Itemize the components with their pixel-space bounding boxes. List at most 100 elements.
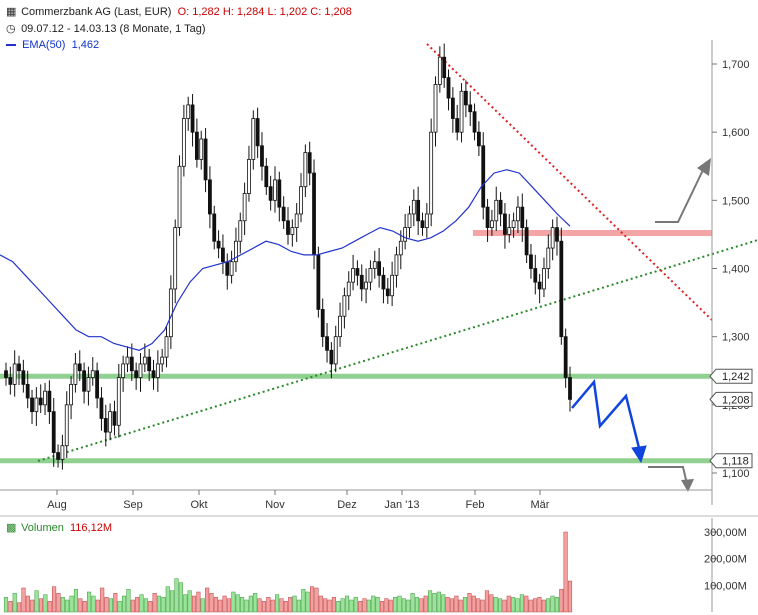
candle-body xyxy=(125,356,130,365)
volume-bar xyxy=(17,602,22,613)
volume-bar xyxy=(436,591,441,613)
volume-bar xyxy=(100,587,105,613)
candle-body xyxy=(194,131,199,160)
candle-body xyxy=(73,363,78,385)
candle-body xyxy=(112,411,117,426)
volume-bar xyxy=(554,597,559,613)
volume-bar xyxy=(384,598,389,613)
volume-bar xyxy=(309,586,315,613)
candle-body xyxy=(216,240,221,249)
volume-bar xyxy=(174,578,179,613)
x-tick-label: Feb xyxy=(466,499,485,511)
volume-bar xyxy=(511,597,516,613)
volume-bar xyxy=(130,599,135,613)
volume-bar xyxy=(248,595,253,613)
candle-body xyxy=(299,186,303,215)
candle-body xyxy=(86,377,91,392)
volume-bar xyxy=(502,599,507,613)
candle-body xyxy=(516,206,520,222)
volume-bar xyxy=(471,595,476,613)
x-axis: Aug Sep Okt Nov Dez Jan '13 Feb Mär xyxy=(0,489,712,511)
candle-body xyxy=(555,227,559,242)
candle-body xyxy=(325,336,329,351)
candle-body xyxy=(247,159,251,194)
volume-bar xyxy=(445,597,450,613)
candle-body xyxy=(177,165,182,228)
volume-bar xyxy=(401,598,406,613)
volume-bar xyxy=(261,601,267,613)
volume-bar xyxy=(218,599,223,613)
price-tick-label: 1,700 xyxy=(722,59,750,71)
volume-bar xyxy=(222,595,227,613)
volume-bar xyxy=(65,599,70,613)
volume-value: 116,12M xyxy=(70,522,112,534)
ohlc-values: O: 1,282 H: 1,284 L: 1,202 C: 1,208 xyxy=(177,6,352,18)
candle-body xyxy=(529,254,533,269)
x-tick-label: Jan '13 xyxy=(384,499,419,511)
candle-body xyxy=(8,377,13,385)
volume-bar xyxy=(366,599,371,613)
volume-bar xyxy=(235,594,240,613)
price-tick-label: 1,400 xyxy=(722,264,750,276)
volume-bar xyxy=(8,601,13,613)
volume-bar xyxy=(362,598,367,613)
volume-bar xyxy=(550,595,555,613)
volume-bar xyxy=(205,587,210,613)
volume-bar xyxy=(467,593,472,613)
volume-bar xyxy=(82,601,87,613)
price-label-box xyxy=(709,453,753,469)
volume-bar xyxy=(152,593,157,613)
volume-bar xyxy=(78,598,83,613)
candle-body xyxy=(103,418,108,433)
volume-bar xyxy=(266,597,271,613)
ema-value: 1,462 xyxy=(71,39,100,51)
candle-body xyxy=(34,397,39,413)
candle-body xyxy=(294,213,299,228)
volume-bar xyxy=(69,595,74,613)
clock-icon: ◷ xyxy=(6,23,16,35)
volume-bar xyxy=(349,599,354,613)
candle-body xyxy=(4,370,8,378)
volume-bar xyxy=(428,590,433,613)
candle-body xyxy=(455,118,460,133)
candle-body xyxy=(303,152,308,188)
candle-body xyxy=(398,240,403,256)
price-label-text: 1,242 xyxy=(722,371,750,383)
volume-bar xyxy=(344,595,350,613)
candle-body xyxy=(251,118,256,160)
volume-bar xyxy=(283,601,288,613)
candle-body xyxy=(568,377,572,400)
volume-bar xyxy=(135,597,140,613)
gray-up-arrow xyxy=(655,169,704,223)
candle-body xyxy=(116,377,121,426)
candle-body xyxy=(164,336,169,358)
price-label-box xyxy=(709,368,753,384)
candle-body xyxy=(108,411,113,433)
candle-body xyxy=(43,390,47,406)
price-labels: 1,242 1,208 1,118 xyxy=(709,368,753,469)
candle-body xyxy=(221,247,225,263)
volume-bar xyxy=(226,598,232,613)
candle-body xyxy=(511,220,516,229)
candle-body xyxy=(550,227,555,249)
volume-tick-label: 300,00M xyxy=(704,527,747,539)
period-text: 09.07.12 - 14.03.13 (8 Monate, 1 Tag) xyxy=(21,23,206,35)
candle-body xyxy=(17,363,21,372)
candle-body xyxy=(242,193,247,222)
volume-bar xyxy=(371,595,376,613)
blue-arrow-head xyxy=(631,445,647,464)
volume-bar xyxy=(288,597,293,613)
candle-body xyxy=(390,274,395,297)
candle-body xyxy=(212,213,217,242)
volume-bars xyxy=(0,515,758,613)
candle-body xyxy=(385,288,390,297)
candle-body xyxy=(481,145,486,208)
candle-body xyxy=(38,397,43,406)
volume-bar xyxy=(240,597,245,613)
gray-down-arrow-head xyxy=(681,479,694,492)
volume-bar xyxy=(113,593,118,613)
candle-body xyxy=(494,199,499,222)
volume-bar xyxy=(191,595,197,613)
candle-body xyxy=(364,281,368,290)
volume-bar xyxy=(336,601,341,613)
